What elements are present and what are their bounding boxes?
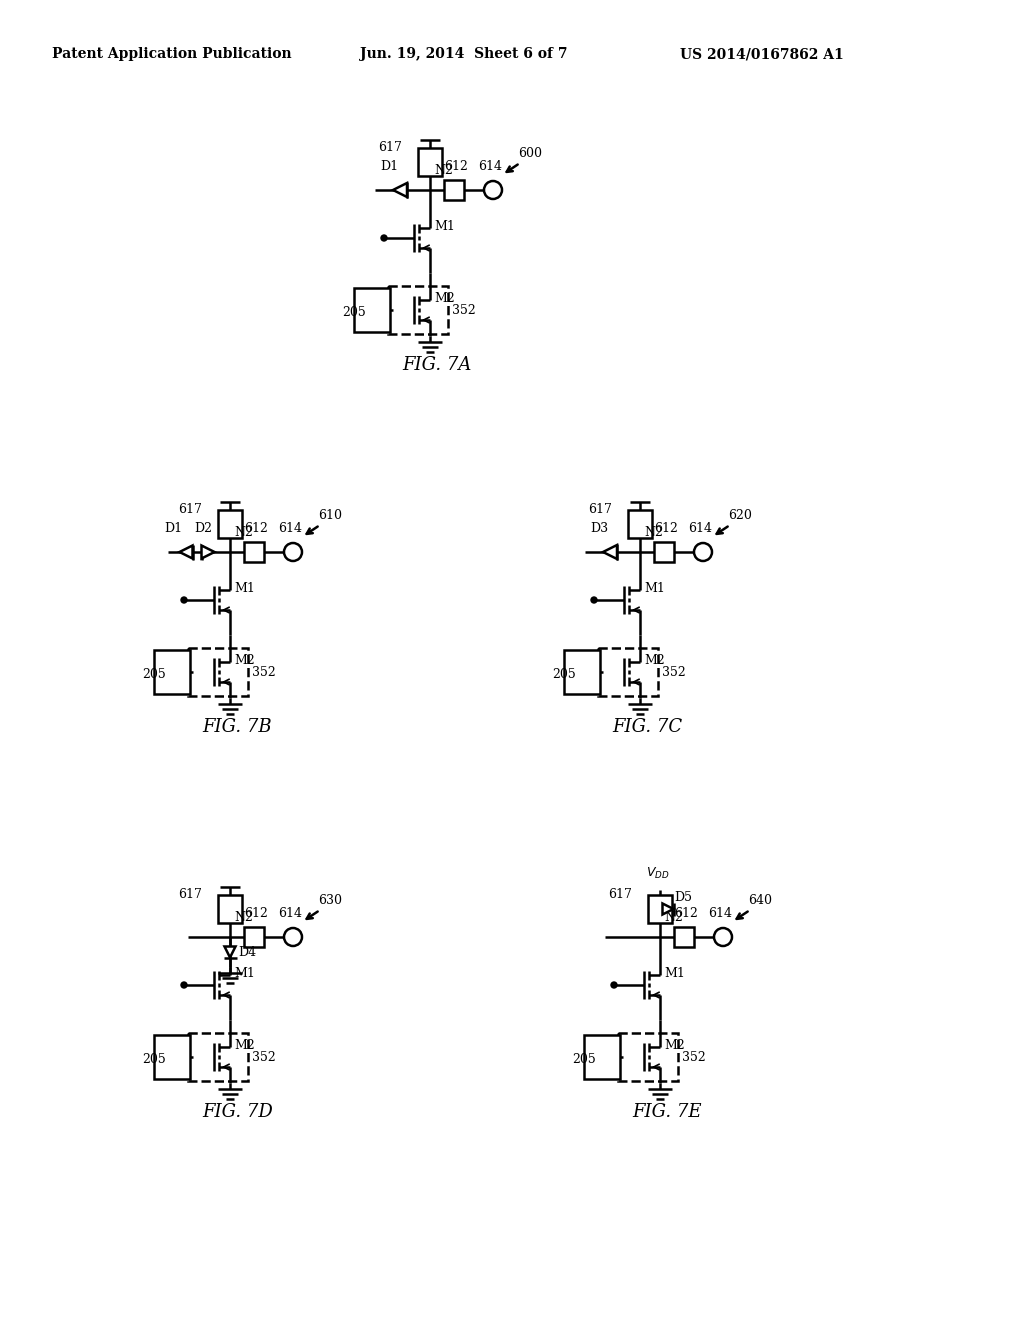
Text: 352: 352	[452, 304, 476, 317]
Text: FIG. 7B: FIG. 7B	[202, 718, 271, 737]
Circle shape	[181, 982, 187, 987]
Text: 617: 617	[608, 888, 632, 902]
Bar	[418, 148, 442, 176]
Text: 205: 205	[572, 1053, 596, 1067]
Text: 614: 614	[478, 160, 502, 173]
Text: 617: 617	[178, 503, 202, 516]
Text: US 2014/0167862 A1: US 2014/0167862 A1	[680, 48, 844, 61]
Text: D1: D1	[164, 521, 182, 535]
Polygon shape	[603, 545, 617, 558]
Circle shape	[611, 982, 617, 987]
Bar	[648, 895, 672, 923]
Text: 205: 205	[552, 668, 575, 681]
Bar	[598, 648, 658, 696]
Text: 640: 640	[748, 894, 772, 907]
Polygon shape	[224, 946, 236, 957]
Bar	[354, 288, 390, 333]
Bar	[584, 1035, 620, 1078]
Bar	[674, 927, 694, 946]
Text: 352: 352	[662, 667, 686, 678]
Bar	[154, 1035, 190, 1078]
Bar	[244, 927, 264, 946]
Text: 612: 612	[654, 521, 678, 535]
Text: 614: 614	[708, 907, 732, 920]
Circle shape	[284, 543, 302, 561]
Bar	[388, 286, 449, 334]
Text: 612: 612	[244, 907, 268, 920]
Text: M1: M1	[644, 582, 665, 595]
Bar	[618, 1034, 678, 1081]
Text: 205: 205	[342, 306, 366, 319]
Text: 205: 205	[142, 1053, 166, 1067]
Text: M1: M1	[234, 968, 255, 979]
Circle shape	[484, 181, 502, 199]
Bar	[188, 1034, 248, 1081]
Circle shape	[181, 597, 187, 603]
Text: FIG. 7A: FIG. 7A	[402, 356, 471, 374]
Text: N2: N2	[434, 164, 453, 177]
Text: M2: M2	[234, 653, 255, 667]
Text: N2: N2	[664, 911, 683, 924]
Circle shape	[284, 928, 302, 946]
Text: 352: 352	[252, 667, 275, 678]
Bar	[564, 649, 600, 694]
Bar	[628, 510, 652, 539]
Text: Jun. 19, 2014  Sheet 6 of 7: Jun. 19, 2014 Sheet 6 of 7	[360, 48, 567, 61]
Text: M1: M1	[664, 968, 685, 979]
Text: 600: 600	[518, 147, 542, 160]
Text: D4: D4	[238, 946, 256, 960]
Bar	[244, 543, 264, 562]
Text: N2: N2	[644, 525, 663, 539]
Text: FIG. 7E: FIG. 7E	[632, 1104, 701, 1121]
Polygon shape	[663, 903, 674, 915]
Bar	[154, 649, 190, 694]
Text: M1: M1	[434, 220, 455, 234]
Text: M1: M1	[234, 582, 255, 595]
Text: M2: M2	[664, 1039, 685, 1052]
Text: M2: M2	[644, 653, 665, 667]
Text: FIG. 7C: FIG. 7C	[612, 718, 682, 737]
Circle shape	[714, 928, 732, 946]
Text: 614: 614	[278, 521, 302, 535]
Polygon shape	[202, 545, 214, 558]
Text: 614: 614	[278, 907, 302, 920]
Bar	[444, 180, 464, 201]
Bar	[218, 510, 242, 539]
Text: D5: D5	[674, 891, 692, 904]
Circle shape	[591, 597, 597, 603]
Text: D2: D2	[194, 521, 212, 535]
Text: 617: 617	[588, 503, 612, 516]
Bar	[218, 895, 242, 923]
Text: 612: 612	[444, 160, 468, 173]
Text: 617: 617	[378, 141, 401, 154]
Text: $V_{DD}$: $V_{DD}$	[646, 866, 670, 882]
Text: 614: 614	[688, 521, 712, 535]
Circle shape	[381, 235, 387, 242]
Text: 617: 617	[178, 888, 202, 902]
Circle shape	[694, 543, 712, 561]
Text: D1: D1	[380, 160, 398, 173]
Text: N2: N2	[234, 911, 253, 924]
Text: N2: N2	[234, 525, 253, 539]
Text: 352: 352	[252, 1051, 275, 1064]
Text: 205: 205	[142, 668, 166, 681]
Text: 352: 352	[682, 1051, 706, 1064]
Text: Patent Application Publication: Patent Application Publication	[52, 48, 292, 61]
Text: M2: M2	[434, 292, 455, 305]
Text: 620: 620	[728, 510, 752, 521]
Text: 612: 612	[674, 907, 698, 920]
Text: D3: D3	[590, 521, 608, 535]
Text: M2: M2	[234, 1039, 255, 1052]
Text: 610: 610	[318, 510, 342, 521]
Polygon shape	[393, 183, 407, 197]
Bar	[188, 648, 248, 696]
Text: 630: 630	[318, 894, 342, 907]
Text: 612: 612	[244, 521, 268, 535]
Polygon shape	[179, 545, 193, 558]
Bar	[654, 543, 674, 562]
Text: FIG. 7D: FIG. 7D	[202, 1104, 272, 1121]
